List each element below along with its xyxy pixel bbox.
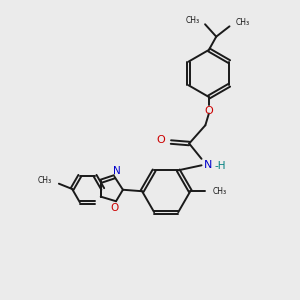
Text: CH₃: CH₃ bbox=[212, 187, 226, 196]
Text: N: N bbox=[113, 166, 121, 176]
Text: -H: -H bbox=[215, 161, 226, 171]
Text: N: N bbox=[204, 160, 212, 170]
Text: CH₃: CH₃ bbox=[236, 18, 250, 27]
Text: O: O bbox=[204, 106, 213, 116]
Text: CH₃: CH₃ bbox=[186, 16, 200, 25]
Text: O: O bbox=[110, 203, 119, 213]
Text: CH₃: CH₃ bbox=[38, 176, 52, 185]
Text: O: O bbox=[157, 135, 166, 145]
